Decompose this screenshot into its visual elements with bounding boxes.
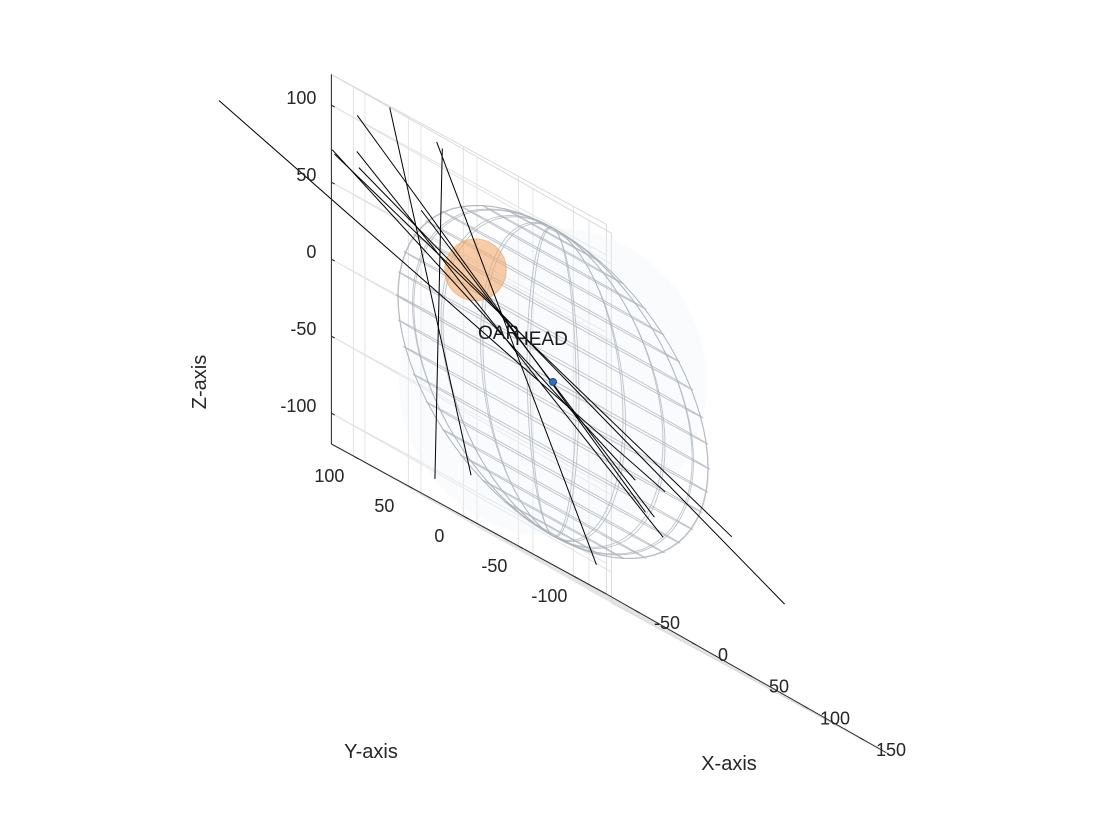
y-tick-mark xyxy=(463,515,469,519)
z-tick-label: 100 xyxy=(286,88,316,108)
axes xyxy=(330,74,887,754)
grid-line xyxy=(573,575,854,736)
beam-line xyxy=(334,153,733,538)
x-tick-label: 50 xyxy=(769,677,789,697)
beam-line xyxy=(436,141,597,565)
y-tick-label: 0 xyxy=(434,526,444,546)
head-longitude-line xyxy=(440,214,554,537)
isocenter-marker xyxy=(549,378,557,386)
x-tick-label: 150 xyxy=(876,740,906,760)
z-tick-label: -50 xyxy=(290,319,316,339)
annotations: Z-axis Y-axis X-axis OAR HEAD xyxy=(189,323,757,775)
head-longitude-line xyxy=(552,227,580,538)
isocenter xyxy=(549,378,557,386)
grid-line xyxy=(331,104,612,265)
x-tick-label: 0 xyxy=(718,645,728,665)
z-tick-label: 0 xyxy=(306,242,316,262)
head-longitude-line xyxy=(552,227,709,560)
y-tick-label: 50 xyxy=(374,496,394,516)
grid-line xyxy=(463,515,744,676)
head-longitude-line xyxy=(412,208,554,537)
z-axis-label: Z-axis xyxy=(189,355,211,409)
z-tick-mark xyxy=(331,258,336,262)
head-longitude-line xyxy=(552,227,577,537)
beam-line xyxy=(389,107,472,476)
beam-line xyxy=(218,100,666,493)
y-tick-label: 100 xyxy=(314,466,344,486)
head-longitude-line xyxy=(552,227,694,556)
z-tick-label: -100 xyxy=(280,396,316,416)
x-tick-mark xyxy=(803,705,809,709)
grid-line xyxy=(331,104,607,256)
x-axis-line xyxy=(606,593,887,754)
oar-label: OAR xyxy=(478,323,519,344)
grid-line xyxy=(408,485,689,646)
head-longitude-line xyxy=(480,222,554,537)
grid-line xyxy=(331,335,607,487)
beam-line xyxy=(358,167,785,605)
x-tick-label: -50 xyxy=(654,613,680,633)
y-tick-label: -50 xyxy=(481,556,507,576)
z-tick-label: 50 xyxy=(296,165,316,185)
beam-line xyxy=(434,148,443,479)
y-tick-label: -100 xyxy=(531,586,567,606)
z-tick-mark xyxy=(331,335,336,339)
box-edge xyxy=(611,602,887,754)
x-tick-mark xyxy=(635,610,641,614)
tick-labels: -50 0 50 100 150 -100 -50 0 50 100 -100 -50 0 50 100 xyxy=(280,88,906,760)
y-tick-mark xyxy=(573,575,579,579)
y-tick-mark xyxy=(518,545,524,549)
x-tick-mark xyxy=(747,673,753,677)
beam-line xyxy=(356,151,664,538)
head-longitude-line xyxy=(552,227,624,541)
grid-line xyxy=(331,335,612,496)
head-longitude-line xyxy=(397,204,554,537)
head-longitude-line xyxy=(529,227,554,537)
box-edge xyxy=(331,73,612,234)
z-tick-mark xyxy=(331,104,336,108)
grid-line xyxy=(331,412,612,573)
y-tick-mark xyxy=(408,485,414,489)
x-axis-label: X-axis xyxy=(701,753,757,775)
box-edge xyxy=(331,73,607,225)
grid-line xyxy=(353,455,634,616)
y-axis-line xyxy=(331,443,607,595)
x-tick-mark xyxy=(691,641,697,646)
z-tick-mark xyxy=(331,412,336,416)
beam-line xyxy=(331,149,636,481)
head-label: HEAD xyxy=(515,329,568,350)
grid-line xyxy=(331,258,612,419)
beam-lines xyxy=(218,100,785,605)
x-tick-label: 100 xyxy=(820,708,850,728)
grid-line xyxy=(518,545,799,706)
head-longitude-line xyxy=(552,227,664,548)
y-tick-mark xyxy=(353,455,359,459)
y-axis-label: Y-axis xyxy=(344,741,398,763)
z-tick-mark xyxy=(331,181,336,185)
x-tick-mark xyxy=(859,737,865,741)
